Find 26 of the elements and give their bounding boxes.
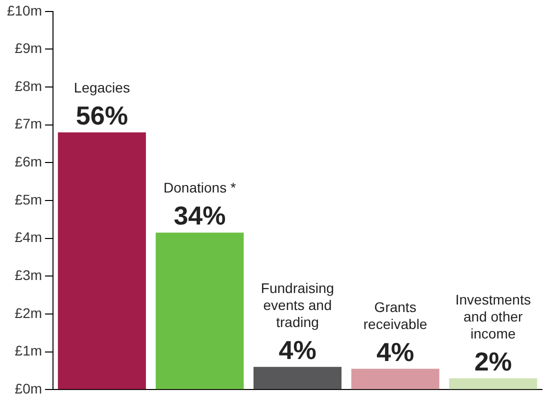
annotation: 56% <box>76 100 128 130</box>
y-tick-label: £9m <box>14 40 42 56</box>
y-tick-label: £1m <box>14 342 42 359</box>
annotation: 4% <box>278 334 316 365</box>
y-tick-label: £7m <box>14 116 42 132</box>
y-tick-label: £3m <box>14 267 42 283</box>
x-tick-label: Grants receivable <box>363 298 428 332</box>
y-tick-label: £6m <box>14 154 42 170</box>
x-tick-label: Legacies <box>74 79 130 96</box>
y-tick-label: £2m <box>14 304 42 321</box>
bar <box>254 366 342 390</box>
annotation: 2% <box>474 346 512 376</box>
y-tick-label: £8m <box>14 78 42 94</box>
x-tick-label: Investments and other income <box>455 291 531 342</box>
annotation: 34% <box>174 200 226 231</box>
bar <box>351 368 440 390</box>
x-tick-label: Fundraising events and trading <box>260 280 334 330</box>
y-tick-label: £5m <box>14 191 42 208</box>
bar <box>58 132 146 390</box>
bar <box>156 232 244 390</box>
x-tick-label: Donations * <box>164 180 236 196</box>
y-tick-label: £0m <box>14 380 42 396</box>
y-tick-label: £4m <box>14 229 42 246</box>
annotation: 4% <box>376 336 414 367</box>
bar <box>449 378 538 390</box>
y-tick-label: £10m <box>6 2 42 18</box>
